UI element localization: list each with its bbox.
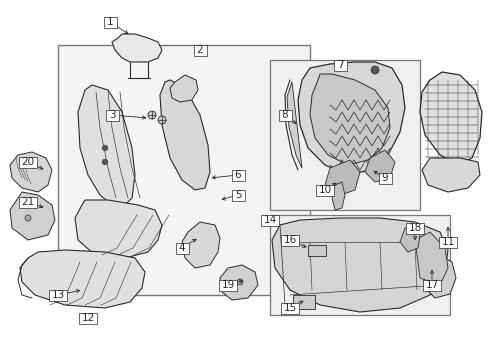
Text: 6: 6 <box>235 170 241 180</box>
Polygon shape <box>272 218 448 312</box>
Polygon shape <box>287 82 302 168</box>
Polygon shape <box>332 182 345 210</box>
Polygon shape <box>365 150 395 182</box>
FancyBboxPatch shape <box>58 45 310 295</box>
Polygon shape <box>325 160 360 196</box>
Text: 14: 14 <box>264 215 277 225</box>
FancyBboxPatch shape <box>19 157 37 167</box>
Polygon shape <box>20 250 145 308</box>
Text: 15: 15 <box>283 303 296 313</box>
FancyBboxPatch shape <box>103 17 117 27</box>
FancyBboxPatch shape <box>194 45 206 55</box>
Text: 8: 8 <box>282 110 288 120</box>
Polygon shape <box>400 225 420 252</box>
FancyBboxPatch shape <box>270 60 420 210</box>
Circle shape <box>25 215 31 221</box>
FancyBboxPatch shape <box>308 245 326 256</box>
FancyBboxPatch shape <box>231 170 245 180</box>
Text: 20: 20 <box>22 157 35 167</box>
Polygon shape <box>422 255 456 298</box>
FancyBboxPatch shape <box>261 215 279 225</box>
Polygon shape <box>220 265 258 300</box>
FancyBboxPatch shape <box>334 59 346 71</box>
FancyBboxPatch shape <box>270 215 450 315</box>
Text: 12: 12 <box>81 313 95 323</box>
Polygon shape <box>310 74 390 165</box>
FancyBboxPatch shape <box>378 172 392 184</box>
Text: 1: 1 <box>107 17 113 27</box>
FancyBboxPatch shape <box>406 222 424 234</box>
FancyBboxPatch shape <box>316 184 334 195</box>
Polygon shape <box>422 158 480 192</box>
Text: 3: 3 <box>109 110 115 120</box>
Polygon shape <box>75 200 162 258</box>
Text: 5: 5 <box>235 190 241 200</box>
FancyBboxPatch shape <box>231 189 245 201</box>
Text: 21: 21 <box>22 197 35 207</box>
Text: 19: 19 <box>221 280 235 290</box>
FancyBboxPatch shape <box>281 234 299 246</box>
FancyBboxPatch shape <box>19 197 37 207</box>
Polygon shape <box>160 80 210 190</box>
Polygon shape <box>112 34 162 62</box>
FancyBboxPatch shape <box>79 312 97 324</box>
Polygon shape <box>298 62 405 175</box>
FancyBboxPatch shape <box>281 302 299 314</box>
Text: 16: 16 <box>283 235 296 245</box>
Polygon shape <box>78 85 135 205</box>
Polygon shape <box>10 152 52 192</box>
FancyBboxPatch shape <box>105 109 119 121</box>
Circle shape <box>102 159 107 165</box>
Circle shape <box>237 279 243 285</box>
FancyBboxPatch shape <box>219 279 237 291</box>
Circle shape <box>148 111 156 119</box>
Polygon shape <box>10 192 55 240</box>
Text: 10: 10 <box>318 185 332 195</box>
Polygon shape <box>182 222 220 268</box>
Polygon shape <box>415 232 448 285</box>
Text: 18: 18 <box>408 223 421 233</box>
Text: 11: 11 <box>441 237 455 247</box>
FancyBboxPatch shape <box>175 243 189 253</box>
Circle shape <box>102 145 107 150</box>
Text: 9: 9 <box>382 173 388 183</box>
FancyBboxPatch shape <box>49 289 67 301</box>
Text: 2: 2 <box>196 45 203 55</box>
Text: 4: 4 <box>179 243 185 253</box>
FancyBboxPatch shape <box>278 109 292 121</box>
Circle shape <box>158 116 166 124</box>
Text: 13: 13 <box>51 290 65 300</box>
Text: 17: 17 <box>425 280 439 290</box>
Polygon shape <box>170 75 198 102</box>
Text: 7: 7 <box>337 60 343 70</box>
Polygon shape <box>420 72 482 165</box>
Circle shape <box>371 66 379 74</box>
FancyBboxPatch shape <box>439 237 457 248</box>
FancyBboxPatch shape <box>423 279 441 291</box>
FancyBboxPatch shape <box>293 295 315 309</box>
